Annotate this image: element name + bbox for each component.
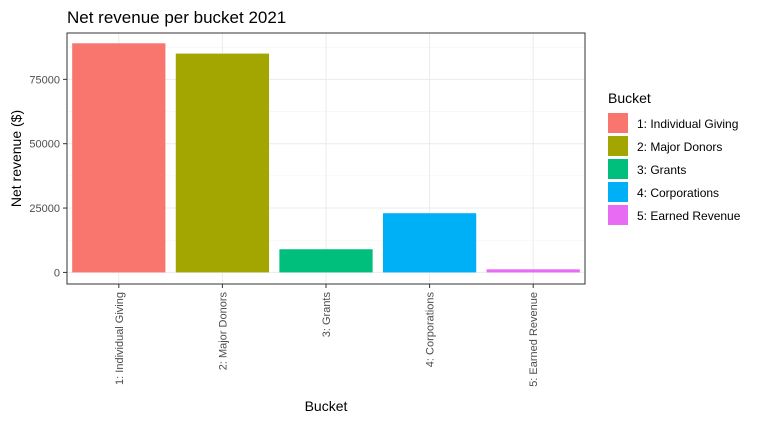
- x-axis-title: Bucket: [305, 398, 348, 414]
- legend-key-2: [608, 136, 628, 156]
- x-tick-label: 3: Grants: [321, 292, 333, 338]
- chart-title: Net revenue per bucket 2021: [67, 8, 286, 27]
- legend-label: 5: Earned Revenue: [637, 209, 741, 223]
- x-tick-label: 4: Corporations: [425, 292, 437, 368]
- y-tick-label: 25000: [29, 203, 60, 215]
- legend-title: Bucket: [608, 90, 651, 106]
- y-tick-label: 0: [54, 267, 60, 279]
- legend-key-4: [608, 182, 628, 202]
- y-tick-label: 75000: [29, 74, 60, 86]
- bar-5: [486, 269, 580, 273]
- legend-key-1: [608, 113, 628, 133]
- legend-key-3: [608, 159, 628, 179]
- x-tick-label: 2: Major Donors: [217, 292, 229, 371]
- legend-label: 2: Major Donors: [637, 140, 722, 154]
- y-tick-label: 50000: [29, 139, 60, 151]
- x-tick-label: 1: Individual Giving: [114, 292, 126, 385]
- bar-4: [382, 213, 477, 273]
- bar-3: [279, 249, 373, 273]
- y-axis: 0 25000 50000 75000: [29, 74, 67, 279]
- bar-1: [72, 43, 166, 273]
- bars: [72, 43, 580, 273]
- legend-label: 3: Grants: [637, 163, 686, 177]
- x-axis: 1: Individual Giving 2: Major Donors 3: Gr…: [114, 284, 540, 387]
- legend-key-5: [608, 205, 628, 225]
- legend-label: 4: Corporations: [637, 186, 719, 200]
- legend: Bucket 1: Individual Giving 2: Major Dono…: [608, 90, 741, 225]
- bar-2: [175, 53, 270, 273]
- legend-label: 1: Individual Giving: [637, 117, 738, 131]
- y-axis-title: Net revenue ($): [8, 110, 24, 207]
- x-tick-label: 5: Earned Revenue: [528, 292, 540, 387]
